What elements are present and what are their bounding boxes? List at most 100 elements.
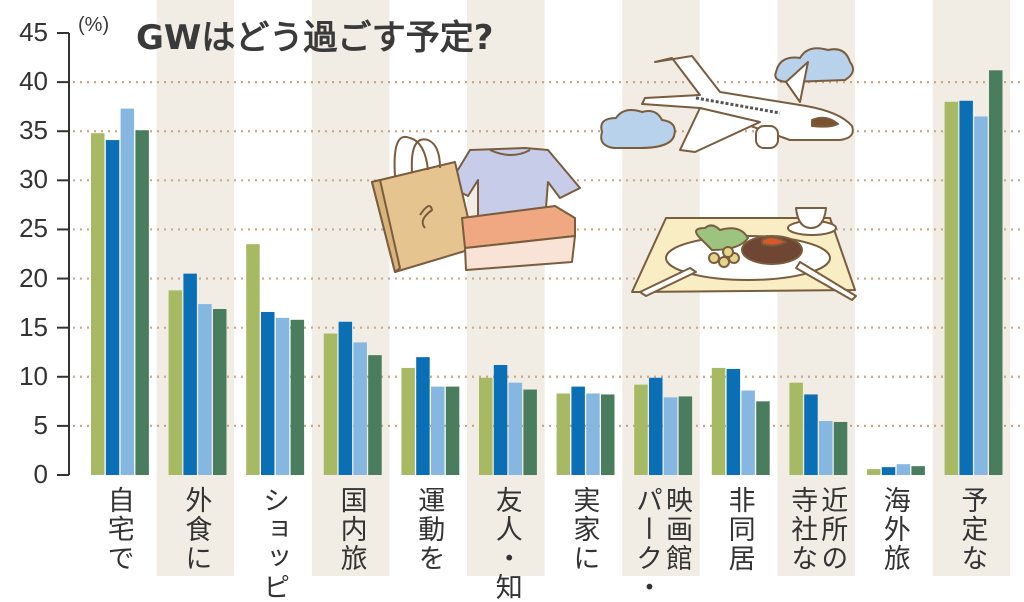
bar-group	[634, 377, 693, 475]
y-axis-unit: (%)	[78, 14, 110, 36]
y-tick-label: 35	[19, 115, 48, 146]
category-label: 自宅で	[88, 486, 148, 573]
bar	[804, 394, 818, 475]
bar	[275, 317, 290, 475]
category-label-text: 寺社な	[786, 486, 818, 573]
bar-group	[479, 364, 537, 475]
y-tick-label: 10	[19, 360, 48, 391]
category-label-text: 映画館	[661, 486, 692, 573]
bar	[290, 319, 305, 475]
bar	[479, 377, 493, 475]
y-tick-label: 45	[19, 17, 48, 47]
bar	[508, 382, 523, 475]
bar-group	[401, 357, 460, 475]
y-tick-label: 15	[19, 311, 48, 342]
bar	[523, 389, 537, 475]
bar	[663, 397, 678, 475]
bar	[261, 311, 275, 475]
bar-group	[91, 108, 149, 476]
bar	[959, 100, 973, 476]
chart-title: GWはどう過ごす予定?	[136, 18, 494, 58]
category-label-text: 海外旅	[878, 486, 910, 573]
category-label-text: 自宅で	[102, 486, 134, 573]
category-band	[311, 0, 390, 576]
bar	[819, 420, 833, 475]
bar	[789, 382, 803, 475]
category-label-text: 非同居	[723, 486, 755, 573]
y-tick-label: 0	[33, 459, 48, 489]
bar	[944, 101, 959, 475]
bar	[198, 304, 212, 475]
category-label-text: ショッピ	[258, 486, 289, 602]
bar	[711, 367, 726, 475]
y-tick-label: 30	[19, 164, 48, 195]
category-label-text: 友人・知	[490, 486, 522, 602]
y-tick-label: 20	[19, 262, 48, 293]
bar	[974, 116, 988, 475]
bar	[726, 368, 741, 475]
meal-illustration-icon	[631, 207, 857, 301]
bar	[445, 386, 460, 475]
bar	[401, 367, 415, 475]
y-tick-label: 40	[19, 66, 48, 97]
bar	[135, 130, 149, 476]
category-label-text: 実家に	[568, 486, 600, 573]
y-tick-label: 5	[33, 409, 48, 440]
bar-group	[323, 321, 382, 475]
category-label-text: パーク・	[631, 486, 662, 602]
bar	[881, 467, 896, 475]
bar	[896, 464, 911, 475]
category-label: 予定な	[941, 486, 1001, 573]
bar	[911, 466, 925, 475]
illustrations	[371, 47, 857, 301]
bar-group	[556, 386, 615, 475]
bar	[368, 355, 382, 475]
bar-chart	[57, 0, 1024, 576]
category-label-text: 近所の	[816, 486, 848, 573]
category-label: 外食に	[165, 486, 225, 573]
bar	[756, 401, 770, 475]
shopping-illustration-icon	[371, 135, 581, 273]
category-label: 運動を	[398, 486, 458, 573]
bar-group	[944, 70, 1003, 476]
bar	[91, 133, 105, 476]
category-label: 映画館 パーク・	[631, 486, 692, 602]
bar-group	[867, 464, 925, 475]
bar	[601, 394, 615, 475]
category-label: 海外旅	[864, 486, 924, 573]
category-label-text: 運動を	[413, 486, 445, 573]
category-label: ショッピ	[243, 486, 303, 602]
category-label-text: 予定な	[956, 486, 988, 573]
bar	[634, 384, 648, 475]
bar	[867, 469, 881, 475]
category-label: 実家に	[553, 486, 613, 573]
bar-group	[711, 367, 770, 475]
category-label: 非同居	[709, 486, 769, 573]
bar	[105, 140, 120, 475]
category-label-text: 国内旅	[335, 486, 367, 573]
bar	[493, 364, 508, 475]
bar-group	[168, 273, 227, 475]
bar	[213, 309, 227, 475]
bar	[353, 342, 367, 475]
bar	[571, 386, 585, 475]
bar	[323, 333, 338, 475]
bar	[168, 290, 183, 475]
category-label: 国内旅	[321, 486, 381, 573]
bar	[338, 321, 353, 475]
chart-area	[57, 0, 1024, 576]
airplane-illustration-icon	[600, 47, 855, 153]
category-band	[467, 0, 545, 576]
bar	[741, 390, 755, 475]
bar-group	[789, 382, 848, 475]
bar	[183, 273, 197, 475]
bar	[586, 393, 600, 475]
category-label-text: 外食に	[180, 486, 212, 573]
bar	[246, 244, 260, 475]
bar	[431, 386, 445, 475]
y-tick-label: 25	[19, 213, 48, 244]
bar	[678, 396, 693, 475]
bar	[649, 377, 663, 475]
category-label: 友人・知	[476, 486, 536, 602]
bar	[556, 393, 571, 475]
